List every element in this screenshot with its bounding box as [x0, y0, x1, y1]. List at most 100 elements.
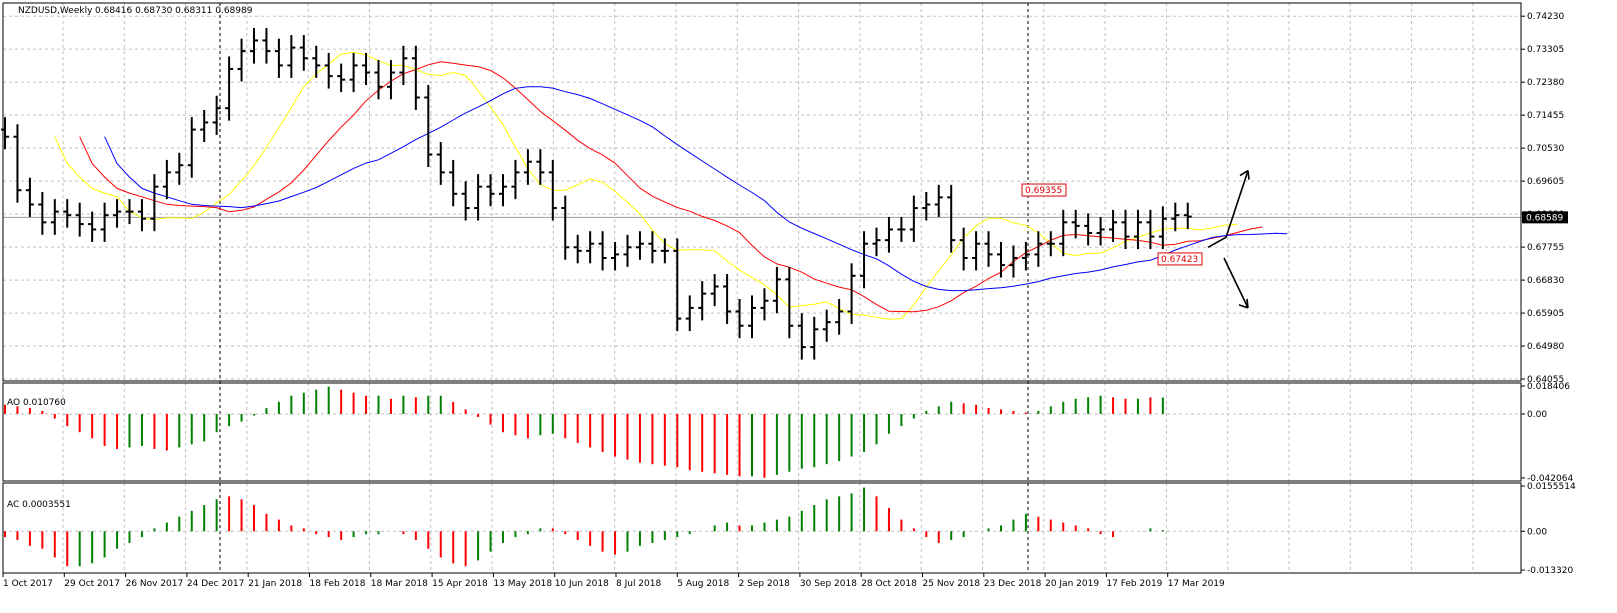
arrow-up-icon [1207, 169, 1250, 248]
annotations: 0.69355 0.67423 [1021, 169, 1250, 309]
ac-tick-label: 0.00 [1527, 527, 1547, 537]
price-tag-box [1021, 183, 1067, 197]
price-bar [38, 192, 47, 235]
price-bar [810, 316, 819, 360]
price-bars [1, 27, 1192, 360]
price-bar [673, 238, 682, 332]
price-bar [1034, 231, 1043, 267]
price-bar [797, 313, 806, 360]
price-bar [75, 202, 84, 237]
price-bar [934, 184, 943, 217]
price-tick-label: 0.67755 [1527, 243, 1564, 253]
price-bar [374, 60, 383, 100]
price-bar [436, 142, 445, 185]
price-bar [449, 159, 458, 207]
price-bar [548, 159, 557, 221]
ac-header: AC 0.0003551 [7, 500, 71, 510]
price-bar [635, 231, 644, 260]
price-bar [884, 216, 893, 253]
price-bar [362, 52, 371, 86]
price-bar [523, 149, 532, 185]
price-bar [536, 149, 545, 185]
time-tick-label: 25 Nov 2018 [923, 579, 981, 589]
time-tick-label: 21 Jan 2018 [248, 579, 302, 589]
price-bar [835, 298, 844, 335]
price-bar [63, 199, 72, 228]
ac-tick-label: -0.013320 [1527, 566, 1573, 576]
price-tick-label: 0.71455 [1527, 111, 1564, 121]
ao-header: AO 0.010760 [7, 398, 66, 408]
price-bar [499, 174, 507, 207]
price-bar [175, 152, 184, 185]
ohlc-header: 0.68416 0.68730 0.68311 0.68989 [95, 6, 253, 16]
price-bar [872, 227, 881, 257]
time-tick-label: 17 Feb 2019 [1106, 579, 1162, 589]
yellow-ma-line [54, 51, 1238, 320]
price-bar [598, 231, 607, 271]
panel-frame [2, 382, 1522, 482]
price-bar [1121, 209, 1130, 250]
price-bar [50, 199, 59, 235]
price-bar [225, 56, 234, 121]
price-bar [150, 174, 159, 232]
price-bar [860, 231, 869, 289]
price-bar [411, 45, 420, 110]
price-bar [287, 35, 296, 78]
price-tick-label: 0.70530 [1527, 144, 1564, 154]
price-bar [100, 202, 109, 242]
time-axis: 1 Oct 2017 29 Oct 2017 26 Nov 2017 24 Dec 2… [2, 573, 1225, 589]
red-ma-line [79, 61, 1263, 313]
price-bar [660, 238, 669, 264]
price-tick-label: 0.72380 [1527, 78, 1564, 88]
price-bar [1109, 209, 1118, 242]
price-bar [386, 60, 395, 100]
time-tick-label: 18 Mar 2018 [371, 579, 428, 589]
symbol-header: NZDUSD,Weekly [18, 6, 93, 16]
price-tick-label: 0.64055 [1527, 375, 1564, 385]
price-bar [1084, 213, 1093, 246]
price-bar [399, 45, 408, 86]
time-tick-label: 17 Mar 2019 [1168, 579, 1225, 589]
price-bar [312, 45, 321, 78]
price-bar [137, 199, 146, 232]
price-tick-label: 0.73305 [1527, 45, 1564, 55]
time-tick-label: 26 Nov 2017 [126, 579, 184, 589]
price-bar [1021, 241, 1030, 271]
price-bar [162, 159, 171, 200]
price-bar [1158, 206, 1167, 250]
price-bar [474, 174, 483, 221]
price-bar [698, 281, 707, 321]
price-bar [909, 195, 918, 242]
current-price-label: 0.68589 [1526, 213, 1563, 223]
price-bar [1133, 209, 1142, 250]
current-price-box [1522, 211, 1568, 224]
price-bar [972, 231, 981, 271]
price-bar [1, 117, 9, 150]
price-bar [1009, 245, 1018, 278]
price-bar [349, 52, 358, 93]
moving-averages [54, 51, 1288, 320]
price-bar [13, 124, 22, 203]
price-bar [648, 231, 657, 264]
price-bar [1046, 231, 1055, 257]
panel-frame [2, 482, 1522, 574]
arrow-up-head [1239, 169, 1250, 180]
price-bar [586, 231, 595, 264]
oscillator-bars [4, 386, 1164, 567]
price-bar [113, 199, 122, 228]
price-bar [772, 266, 781, 314]
price-tag-label: 0.69355 [1025, 186, 1062, 196]
price-bar [922, 192, 931, 221]
price-bar [262, 27, 271, 64]
price-bar [424, 85, 433, 168]
price-bar [1171, 202, 1180, 232]
ao-tick-label: -0.042064 [1527, 474, 1573, 484]
price-bar [511, 159, 520, 200]
price-tick-label: 0.69605 [1527, 177, 1564, 187]
time-tick-label: 30 Sep 2018 [800, 579, 857, 589]
time-tick-label: 2 Sep 2018 [739, 579, 791, 589]
price-tick-label: 0.66830 [1527, 276, 1564, 286]
price-bar [1059, 209, 1068, 257]
price-bar [187, 117, 196, 178]
